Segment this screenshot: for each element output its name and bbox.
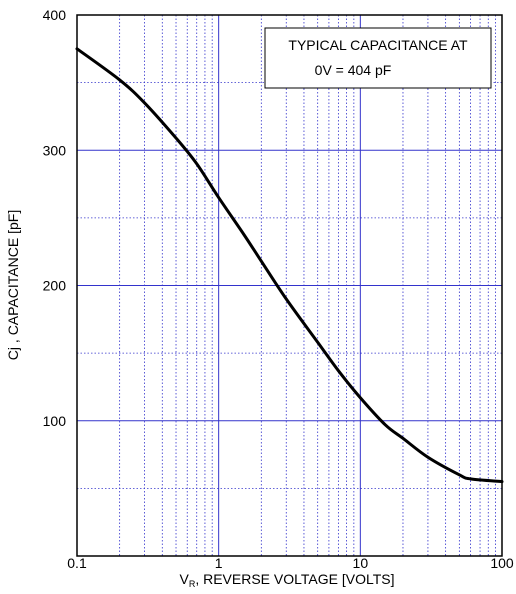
x-tick-labels: 0.1 1 10 100 xyxy=(67,555,514,571)
y-tick-label: 400 xyxy=(43,7,67,23)
annotation-box: TYPICAL CAPACITANCE AT 0V = 404 pF xyxy=(264,27,492,89)
y-tick-label: 300 xyxy=(43,142,67,158)
x-axis-label-rest: , REVERSE VOLTAGE [VOLTS] xyxy=(195,571,394,587)
y-tick-label: 100 xyxy=(43,413,67,429)
y-tick-labels: 100 200 300 400 xyxy=(43,7,67,429)
annotation-line-2: 0V = 404 pF xyxy=(315,62,392,78)
x-tick-label: 0.1 xyxy=(67,555,87,571)
annotation-frame xyxy=(264,27,492,89)
x-axis-label-main: V xyxy=(179,571,189,587)
series-line xyxy=(75,47,504,484)
x-tick-label: 1 xyxy=(215,555,223,571)
plot-frame xyxy=(76,14,503,557)
y-tick-label: 200 xyxy=(43,278,67,294)
x-tick-label: 100 xyxy=(490,555,514,571)
y-axis-label: Cj , CAPACITANCE [pF] xyxy=(5,210,21,360)
annotation-line-1: TYPICAL CAPACITANCE AT xyxy=(288,37,468,53)
x-axis-label: VR, REVERSE VOLTAGE [VOLTS] xyxy=(179,571,394,589)
x-tick-label: 10 xyxy=(353,555,369,571)
x-axis-label-subscript: R xyxy=(189,579,196,589)
